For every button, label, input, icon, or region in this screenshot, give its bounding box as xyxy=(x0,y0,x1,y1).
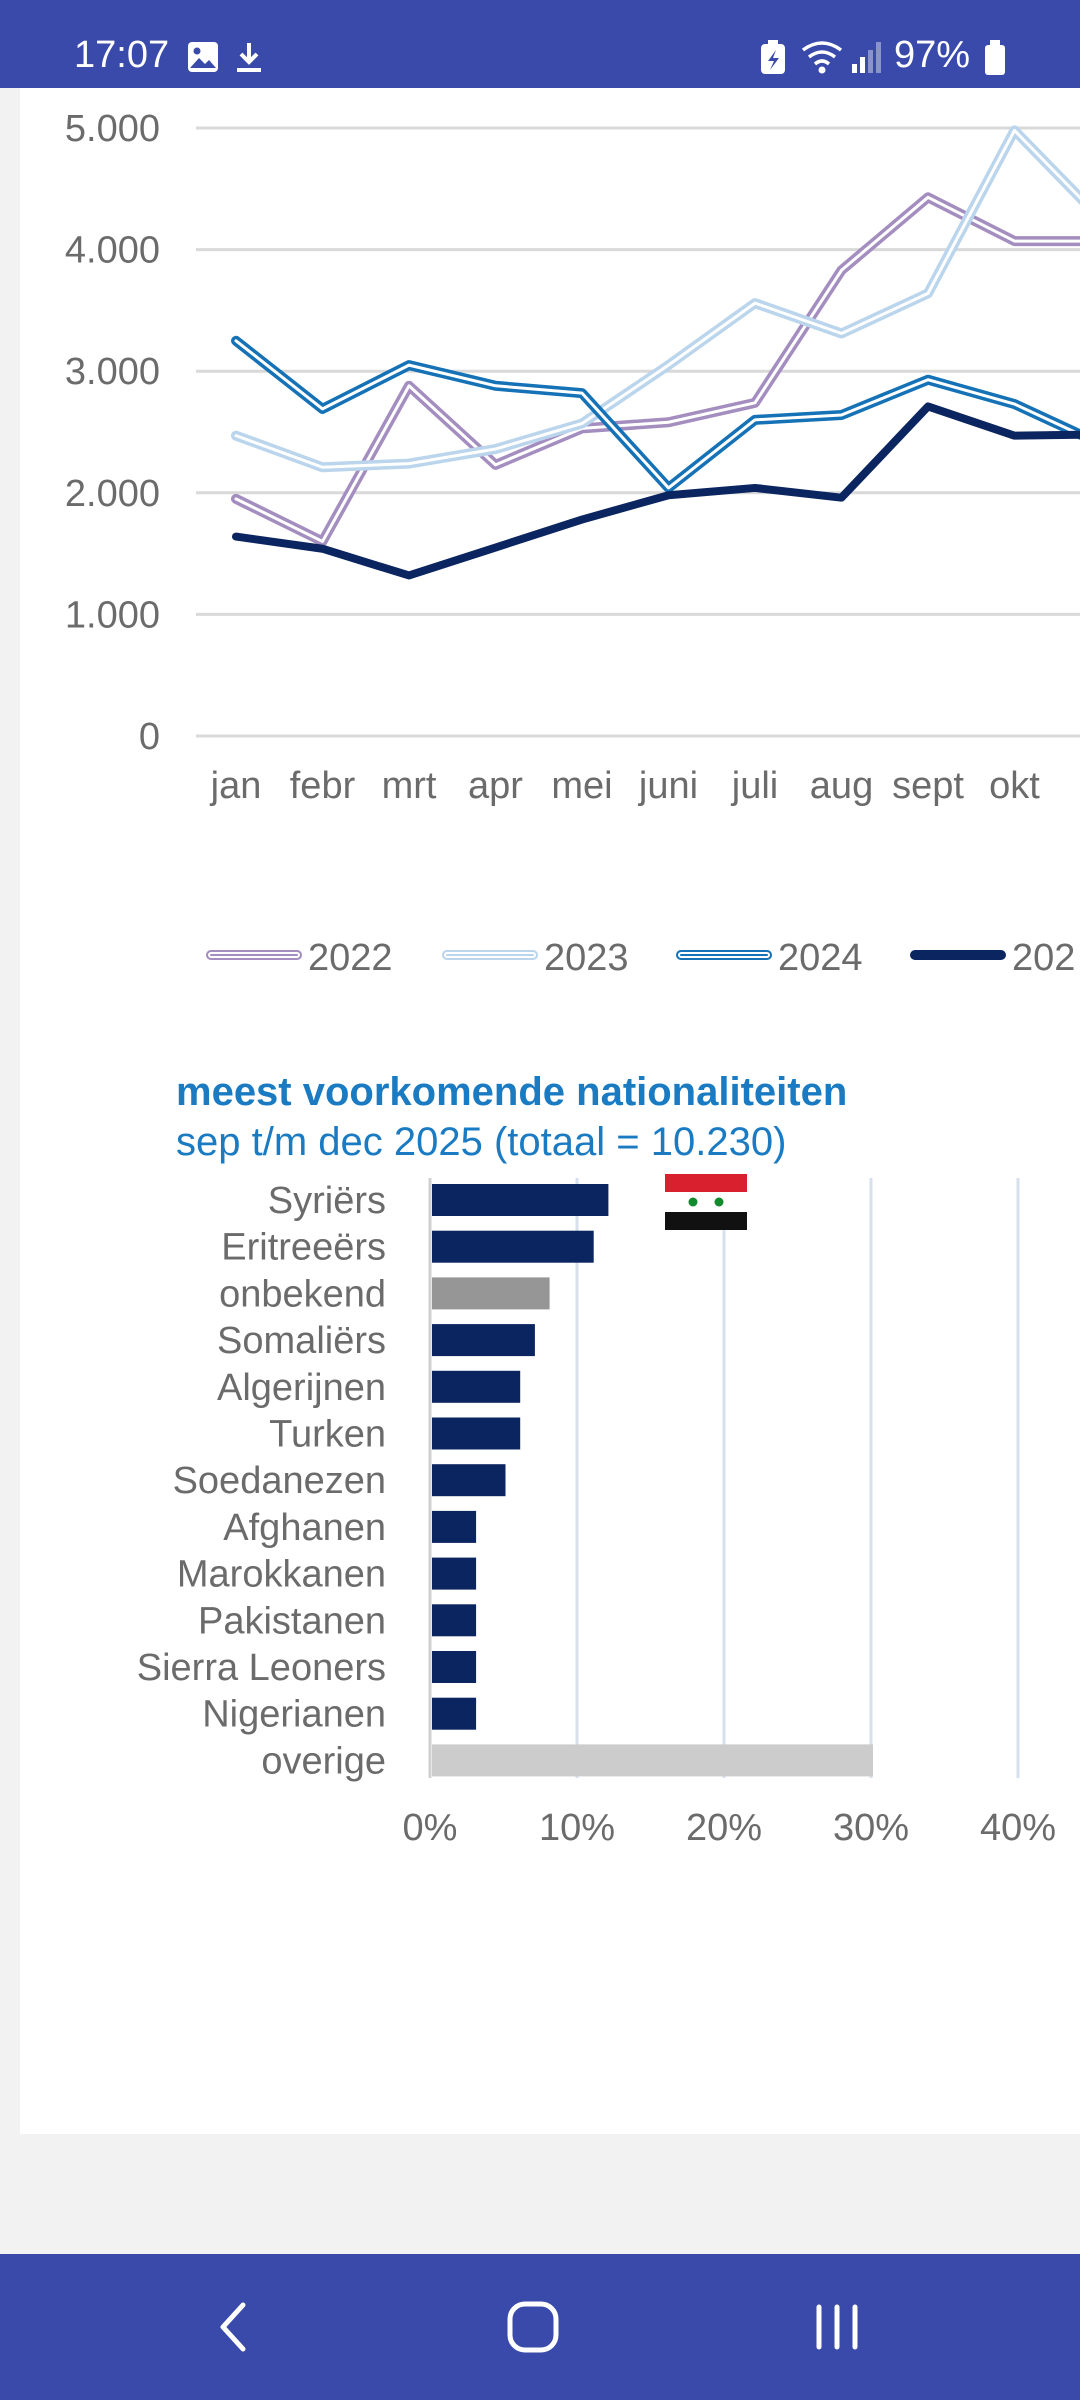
x-tick-label: 0% xyxy=(403,1807,458,1849)
legend-label: 2022 xyxy=(308,937,393,979)
bar-chart-subtitle: sep t/m dec 2025 (totaal = 10.230) xyxy=(176,1120,787,1164)
bar-chart-title: meest voorkomende nationaliteiten xyxy=(176,1070,848,1114)
flag-stripe-black xyxy=(665,1212,747,1230)
series-line-highlight xyxy=(234,195,1080,543)
category-label: Soedanezen xyxy=(173,1460,386,1502)
recent-apps-icon xyxy=(816,2304,858,2350)
home-button[interactable] xyxy=(490,2284,576,2370)
bar xyxy=(432,1464,506,1497)
category-label: overige xyxy=(261,1740,386,1782)
battery-percentage: 97% xyxy=(894,34,971,76)
bar xyxy=(432,1184,609,1216)
bar xyxy=(432,1417,521,1450)
x-tick-label: 30% xyxy=(833,1807,909,1849)
x-tick-label: juli xyxy=(731,765,778,807)
bar xyxy=(432,1744,873,1777)
x-tick-label: mei xyxy=(551,765,612,807)
flag-stripe-white xyxy=(665,1192,747,1212)
legend-swatch-2023 xyxy=(442,950,538,960)
wifi-icon xyxy=(800,40,844,81)
bar xyxy=(432,1604,477,1637)
x-tick-label: febr xyxy=(290,765,356,807)
series-line-202 xyxy=(232,402,1080,580)
syria-flag-icon xyxy=(665,1174,747,1230)
flag-stripe-red xyxy=(665,1174,747,1192)
x-tick-label: 20% xyxy=(686,1807,762,1849)
status-bar: 17:07 97% xyxy=(0,0,1080,88)
status-time: 17:07 xyxy=(74,34,170,76)
legend-swatch-2022 xyxy=(206,950,302,960)
category-label: Syriërs xyxy=(268,1180,386,1222)
bar xyxy=(432,1370,521,1403)
legend-swatch-2025 xyxy=(910,950,1006,960)
bar xyxy=(432,1230,594,1263)
series-line-highlight xyxy=(234,339,1080,490)
back-icon xyxy=(220,2302,246,2352)
y-tick-label: 5.000 xyxy=(65,108,160,150)
bar xyxy=(432,1697,477,1730)
x-tick-label: jan xyxy=(210,765,262,807)
flag-star xyxy=(688,1197,698,1207)
flag-star xyxy=(714,1197,724,1207)
category-label: Marokkanen xyxy=(177,1554,386,1596)
category-label: Afghanen xyxy=(223,1507,386,1549)
battery-icon xyxy=(984,40,1006,81)
battery-saver-icon xyxy=(758,40,788,81)
legend-label: 202 xyxy=(1012,937,1076,979)
bar xyxy=(432,1324,535,1357)
legend-label: 2023 xyxy=(544,937,629,979)
category-label: onbekend xyxy=(219,1273,386,1315)
back-button[interactable] xyxy=(190,2284,276,2370)
y-tick-label: 2.000 xyxy=(65,473,160,515)
home-icon xyxy=(507,2301,559,2353)
y-tick-label: 0 xyxy=(139,716,160,758)
category-label: Turken xyxy=(269,1414,386,1456)
content-card: 0 1.000 2.000 3.000 4.000 5.000 jan febr mrt apr m… xyxy=(20,88,1080,2134)
x-tick-label: apr xyxy=(468,765,523,807)
series-line-highlight xyxy=(234,128,1080,469)
category-label: Somaliërs xyxy=(217,1320,386,1362)
x-tick-label: juni xyxy=(638,765,698,807)
x-tick-label: okt xyxy=(989,765,1040,807)
category-label: Eritreeërs xyxy=(221,1227,386,1269)
category-label: Pakistanen xyxy=(198,1600,386,1642)
legend-swatch-2024 xyxy=(676,950,772,960)
signal-icon xyxy=(850,40,884,79)
x-tick-label: 40% xyxy=(980,1807,1056,1849)
image-icon xyxy=(186,40,220,79)
bar xyxy=(432,1557,477,1590)
bar xyxy=(432,1651,477,1683)
y-tick-label: 4.000 xyxy=(65,230,160,272)
category-label: Sierra Leoners xyxy=(137,1647,386,1689)
category-label: Algerijnen xyxy=(217,1367,386,1409)
recent-apps-button[interactable] xyxy=(794,2284,880,2370)
line-chart: 0 1.000 2.000 3.000 4.000 5.000 jan febr mrt apr m… xyxy=(65,108,1080,807)
navigation-bar xyxy=(0,2254,1080,2400)
x-tick-label: sept xyxy=(892,765,964,807)
x-tick-label: aug xyxy=(810,765,873,807)
y-tick-label: 3.000 xyxy=(65,351,160,393)
legend-label: 2024 xyxy=(778,937,863,979)
download-icon xyxy=(232,40,266,79)
bar xyxy=(432,1510,477,1543)
x-tick-label: mrt xyxy=(382,765,437,807)
x-tick-label: 10% xyxy=(539,1807,615,1849)
y-tick-label: 1.000 xyxy=(65,594,160,636)
bar xyxy=(432,1277,550,1310)
category-label: Nigerianen xyxy=(202,1694,386,1736)
